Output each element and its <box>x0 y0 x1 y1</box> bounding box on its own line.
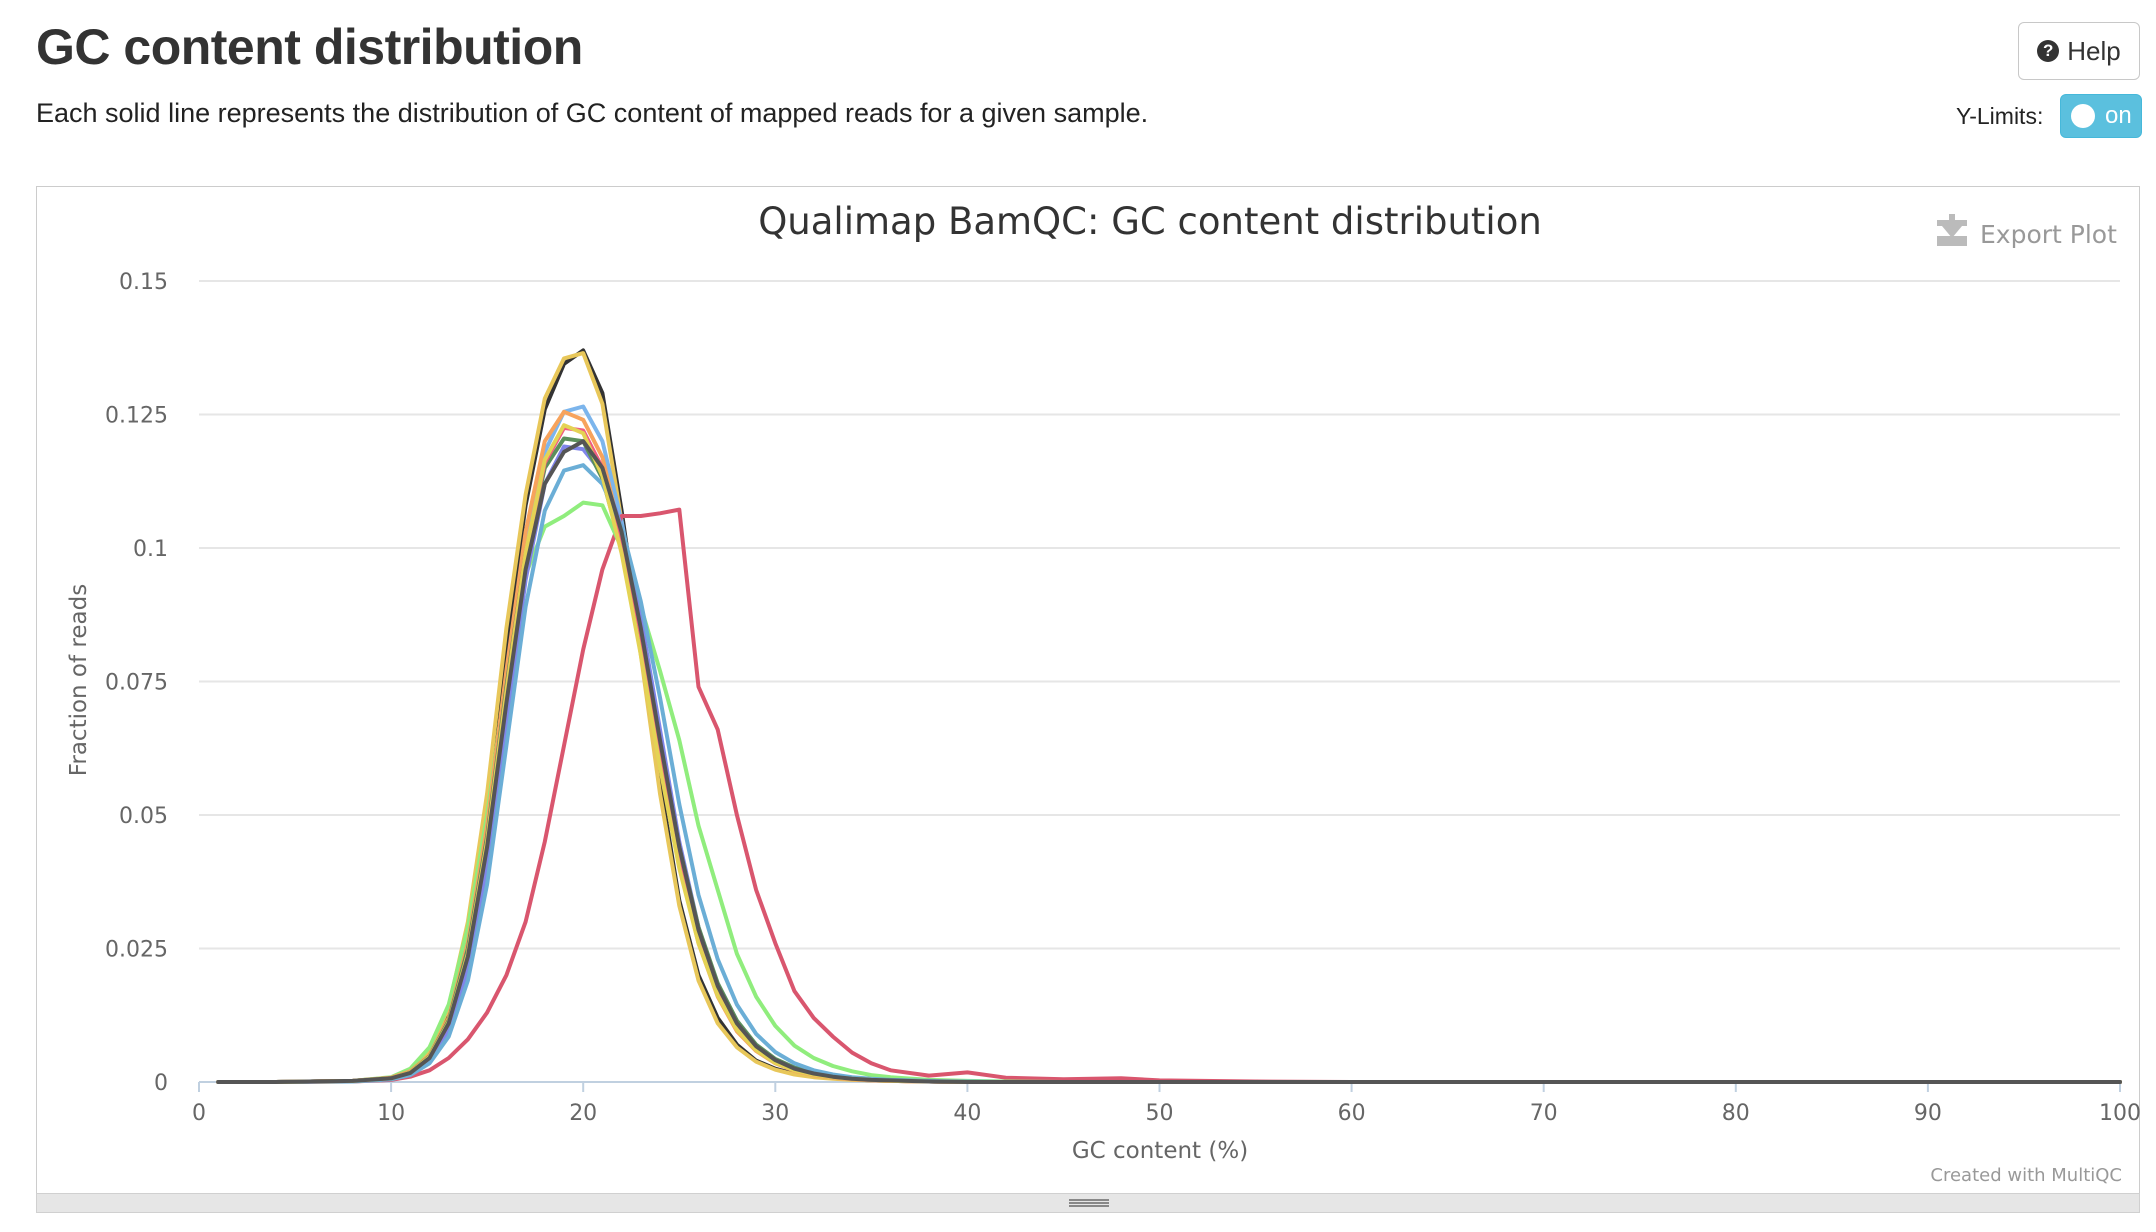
export-plot-button[interactable]: Export Plot <box>1937 214 2117 249</box>
question-circle-icon: ? <box>2037 40 2060 62</box>
x-tick-label: 60 <box>1338 1101 1366 1126</box>
x-tick-label: 90 <box>1914 1101 1942 1126</box>
y-tick-label: 0.075 <box>105 671 168 696</box>
page-title: GC content distribution <box>36 19 583 75</box>
credit-label: Created with MultiQC <box>1930 1165 2122 1186</box>
x-tick-label: 30 <box>761 1101 789 1126</box>
series-line-12[interactable] <box>216 439 2122 1084</box>
export-plot-label: Export Plot <box>1980 220 2117 249</box>
x-tick-label: 0 <box>192 1101 206 1126</box>
download-icon <box>1937 214 1967 246</box>
plot-container <box>36 186 2140 1194</box>
toggle-knob <box>2071 104 2095 128</box>
series-line-5[interactable] <box>216 500 2122 1084</box>
x-tick-label: 50 <box>1146 1101 1174 1126</box>
y-tick-label: 0.05 <box>119 804 168 829</box>
help-button-label: Help <box>2067 35 2121 66</box>
y-axis-label: Fraction of reads <box>66 584 92 776</box>
y-tick-label: 0 <box>154 1071 168 1096</box>
x-tick-label: 10 <box>377 1101 405 1126</box>
grid-lines <box>199 280 2120 1083</box>
x-tick-label: 100 <box>2099 1101 2141 1126</box>
ylimits-toggle[interactable]: on <box>2060 94 2142 138</box>
page-description: Each solid line represents the distribut… <box>36 98 1149 128</box>
plot-resize-handle[interactable] <box>36 1193 2140 1213</box>
toggle-label: on <box>2105 102 2132 129</box>
chart-title: Qualimap BamQC: GC content distribution <box>758 200 1542 243</box>
series-line-10[interactable] <box>216 463 2122 1084</box>
help-button[interactable]: ? Help <box>2018 22 2140 80</box>
y-tick-label: 0.025 <box>105 938 168 963</box>
series-line-4[interactable] <box>216 507 2122 1084</box>
x-axis-label: GC content (%) <box>1072 1138 1248 1164</box>
resize-grip-icon <box>1069 1199 1109 1207</box>
y-axis-ticks: 0 0.025 0.05 0.075 0.1 0.125 0.15 <box>105 270 168 1096</box>
x-axis-ticks: 0 10 20 30 40 50 60 70 80 90 100 <box>192 1082 2141 1126</box>
ylimits-label: Y-Limits: <box>1956 103 2044 129</box>
data-series <box>216 348 2122 1084</box>
x-tick-label: 40 <box>953 1101 981 1126</box>
x-tick-label: 80 <box>1722 1101 1750 1126</box>
y-tick-label: 0.1 <box>133 537 168 562</box>
x-tick-label: 70 <box>1530 1101 1558 1126</box>
y-tick-label: 0.15 <box>119 270 168 295</box>
y-tick-label: 0.125 <box>105 404 168 429</box>
x-tick-label: 20 <box>569 1101 597 1126</box>
